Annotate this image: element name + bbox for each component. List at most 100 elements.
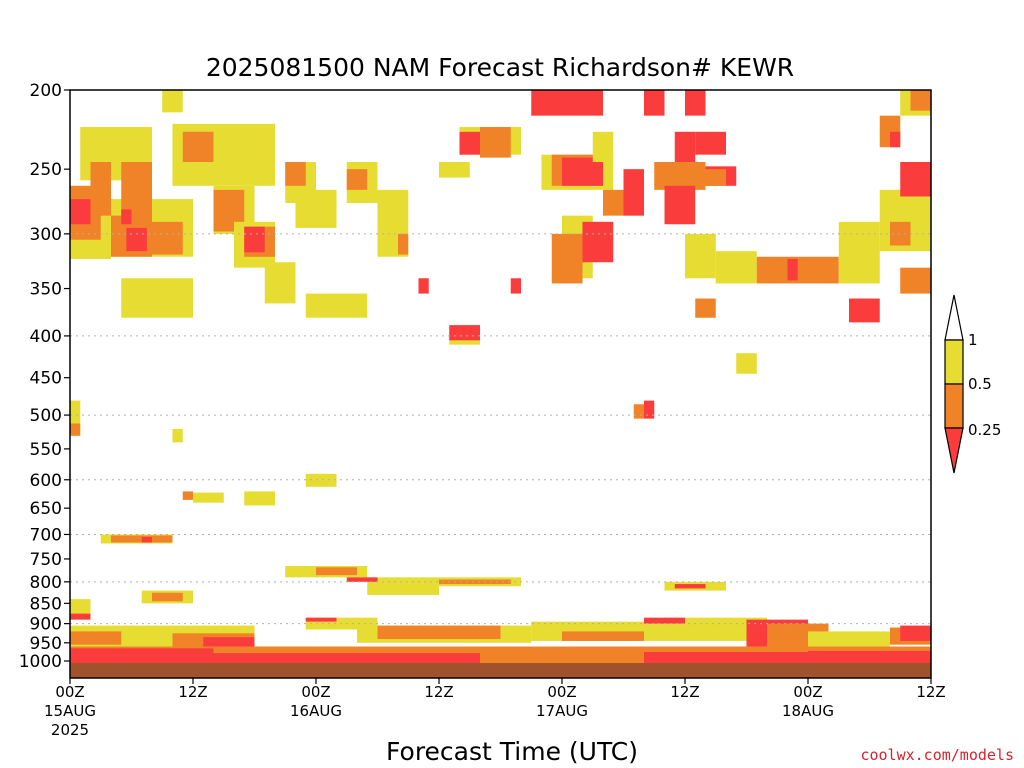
ri-cell-93	[152, 592, 183, 602]
ri-cell-42	[551, 233, 583, 284]
ri-cell-11	[121, 278, 193, 318]
ri-cell-46	[623, 169, 644, 216]
ri-cell-71	[736, 353, 757, 374]
y-tick-label-700: 700	[30, 525, 62, 545]
colorbar-label-1: 0.5	[968, 375, 992, 393]
colorbar-top-arrow	[944, 294, 964, 341]
colorbar-bottom-arrow	[944, 427, 964, 474]
ri-cell-12	[162, 90, 183, 113]
ri-cell-87	[346, 577, 378, 582]
ri-cell-60	[808, 256, 839, 284]
chart-title: 2025081500 NAM Forecast Richardson# KEWR	[206, 53, 794, 82]
ri-cell-72	[633, 404, 644, 419]
ri-cell-95	[70, 613, 91, 620]
ri-cell-52	[695, 169, 726, 186]
ri-cell-30	[439, 161, 470, 178]
ri-cell-64	[900, 161, 931, 197]
x-tick-label-2-0: 00Z	[301, 683, 330, 701]
x-tick-label-1-0: 12Z	[178, 683, 207, 701]
ground-layer	[70, 663, 931, 678]
ri-cell-10	[152, 221, 183, 255]
x-tick-label-3-0: 12Z	[424, 683, 453, 701]
ri-cell-100	[203, 637, 255, 647]
ri-cell-57	[715, 251, 757, 284]
ri-cell-67	[849, 298, 880, 323]
ri-cell-116	[213, 653, 480, 664]
x-tick-label-5-0: 12Z	[670, 683, 699, 701]
ri-cell-91	[674, 584, 706, 589]
ri-cell-80	[193, 492, 224, 503]
ri-cell-107	[664, 617, 767, 641]
ri-cell-26	[346, 169, 368, 190]
colorbar-orange	[944, 383, 964, 429]
ri-cell-83	[141, 536, 152, 543]
y-tick-label-650: 650	[30, 499, 62, 519]
ri-cell-79	[182, 491, 193, 500]
colorbar-legend: 1 0.5 0.25	[944, 294, 1001, 474]
ri-cell-53	[644, 90, 665, 116]
ri-cell-108	[644, 617, 685, 624]
ri-cell-24	[305, 293, 368, 318]
ri-cell-75	[70, 423, 81, 436]
ri-cell-54	[685, 90, 706, 116]
ri-cell-66	[890, 131, 901, 148]
ri-cell-45	[603, 189, 624, 216]
ri-cell-102	[305, 617, 337, 622]
ri-cell-61	[838, 221, 880, 284]
ri-cell-36	[510, 278, 521, 294]
x-tick-label-4-1: 17AUG	[536, 702, 588, 720]
y-tick-label-800: 800	[30, 573, 62, 593]
ri-cell-63	[890, 221, 911, 246]
ri-cell-48	[664, 185, 696, 225]
ri-cell-85	[316, 567, 357, 576]
colorbar-label-2: 0.25	[968, 421, 1001, 439]
ri-cell-20	[264, 262, 296, 304]
y-tick-label-950: 950	[30, 634, 62, 654]
y-tick-label-1000: 1000	[19, 652, 62, 672]
ri-cell-78	[244, 491, 275, 506]
ri-cell-8	[121, 209, 132, 225]
ri-cell-115	[70, 648, 214, 664]
ri-cell-44	[592, 131, 614, 162]
x-tick-label-4-0: 00Z	[547, 683, 576, 701]
ri-cell-50	[695, 131, 726, 155]
ri-cell-14	[182, 131, 214, 162]
ri-cell-86	[367, 577, 439, 595]
y-tick-label-600: 600	[30, 471, 62, 491]
ri-cell-55	[685, 233, 716, 279]
ri-cell-56	[695, 298, 716, 318]
ri-cell-35	[449, 325, 480, 341]
ri-cell-111	[808, 631, 890, 647]
ri-cell-73	[644, 400, 655, 419]
y-tick-label-300: 300	[30, 225, 62, 245]
ri-cell-89	[439, 579, 511, 585]
ri-cell-97	[70, 631, 122, 645]
ri-cell-113	[900, 625, 931, 641]
y-tick-label-200: 200	[30, 81, 62, 101]
plot-area	[69, 89, 932, 679]
ri-cell-32	[459, 131, 480, 155]
ri-cell-4	[90, 161, 111, 216]
ri-cell-9	[126, 227, 147, 252]
y-tick-label-900: 900	[30, 615, 62, 635]
plot-frame	[69, 89, 932, 679]
y-tick-label-250: 250	[30, 160, 62, 180]
x-tick-label-6-1: 18AUG	[782, 702, 834, 720]
y-axis: 200 250 300 350 400 450 500 550 600 650 700 750 8008…	[19, 81, 70, 672]
ri-cell-59	[787, 258, 798, 281]
x-tick-label-0-2: 2025	[51, 721, 89, 739]
ri-cell-106	[562, 631, 644, 641]
x-tick-label-2-1: 16AUG	[290, 702, 342, 720]
y-tick-label-750: 750	[30, 550, 62, 570]
x-axis-label: Forecast Time (UTC)	[386, 737, 638, 766]
ri-cell-118	[644, 652, 808, 664]
x-tick-label-0-1: 15AUG	[44, 702, 96, 720]
ri-cell-22	[285, 161, 306, 186]
ri-cell-104	[377, 625, 501, 640]
ri-cell-70	[910, 90, 931, 111]
ri-cell-33	[480, 127, 511, 158]
ri-cell-77	[305, 473, 337, 487]
ri-cell-117	[480, 656, 644, 664]
